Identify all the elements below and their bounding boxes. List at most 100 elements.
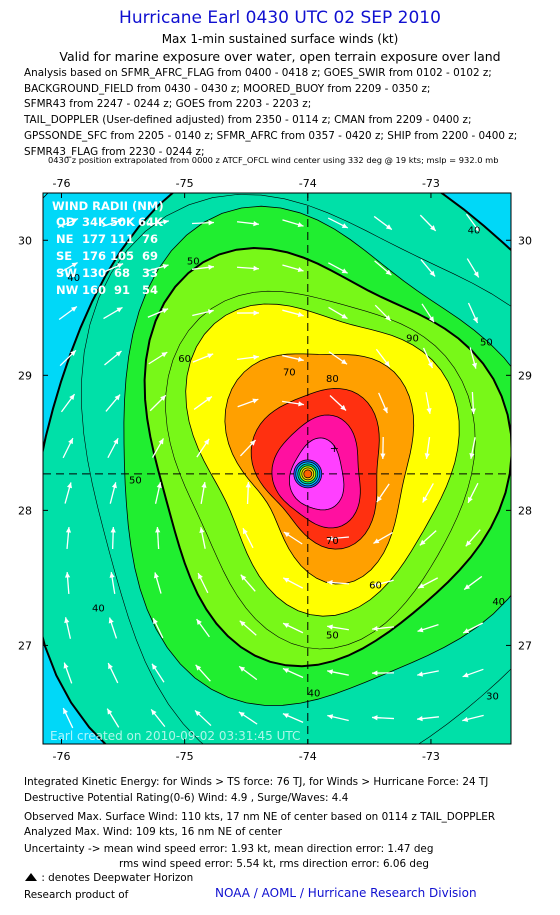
- wind-arrow: [465, 529, 481, 547]
- radii-cell: 34K: [82, 215, 108, 229]
- hrd-credit: NOAA / AOML / Hurricane Research Divisio…: [215, 886, 477, 900]
- wind-arrow: [147, 308, 169, 318]
- wind-arrow: [425, 392, 432, 414]
- contour-labels: 40 50 50 60 90 70 80 50 40 40 70 60 50 40 40 30: [67, 226, 505, 703]
- analysis-line: Analysis based on SFMR_AFRC_FLAG from 04…: [24, 67, 492, 79]
- wind-arrow: [62, 707, 74, 729]
- wind-arrow: [236, 265, 260, 271]
- contour-label: 80: [326, 374, 339, 385]
- wind-arrow: [152, 617, 164, 639]
- wind-arrow: [236, 310, 260, 316]
- wind-arrow: [110, 526, 116, 550]
- wind-arrow: [282, 309, 304, 317]
- wind-arrow: [420, 259, 436, 277]
- wind-arrow: [462, 622, 484, 634]
- y-tick-label: 28: [18, 504, 32, 517]
- legend-text: : denotes Deepwater Horizon: [41, 872, 194, 884]
- axes: -76 -76 -75 -75 -74 -74 -73 -73 27 27 28 28 29 29 30 30: [18, 177, 532, 763]
- wind-arrow: [327, 217, 349, 229]
- radii-cell: 64K: [138, 215, 164, 229]
- observed-max-line: Observed Max. Surface Wind: 110 kts, 17 …: [24, 811, 496, 823]
- x-tick-label-top: -75: [176, 177, 194, 190]
- wind-arrow: [109, 572, 116, 594]
- radii-cell: 130: [82, 266, 106, 280]
- wind-radii-row: NE 177 111 76: [56, 232, 158, 246]
- wind-arrow: [149, 394, 167, 412]
- x-tick-label: -75: [176, 750, 194, 763]
- wind-radii-row: NW 160 91 54: [56, 283, 158, 297]
- analysis-sources: Analysis based on SFMR_AFRC_FLAG from 04…: [24, 66, 554, 160]
- wind-arrow: [59, 349, 77, 367]
- wind-arrow: [424, 437, 431, 459]
- wind-arrow: [195, 664, 211, 682]
- contour-label: 40: [492, 597, 505, 608]
- wind-arrow: [64, 482, 73, 504]
- wind-arrow: [196, 438, 210, 458]
- wind-arrow: [327, 714, 349, 722]
- wind-arrow: [245, 481, 251, 505]
- wind-arrow: [467, 302, 479, 324]
- contour-label: 70: [283, 367, 296, 378]
- wind-arrow: [469, 437, 476, 459]
- wind-arrow: [150, 708, 166, 728]
- wind-arrow: [373, 532, 393, 544]
- plot-frame: [42, 192, 512, 745]
- wind-arrow: [193, 396, 213, 410]
- wind-arrow: [465, 213, 481, 233]
- wind-arrow: [62, 437, 74, 459]
- contour-line: [81, 194, 511, 744]
- wind-arrow: [65, 526, 72, 550]
- wind-radii-title: WIND RADII (NM): [52, 199, 164, 213]
- contour-label: 90: [406, 334, 419, 345]
- wind-arrow: [103, 306, 123, 320]
- x-tick-label-top: -74: [299, 177, 317, 190]
- wind-arrow: [239, 439, 257, 457]
- x-tick-label: -74: [299, 750, 317, 763]
- wind-arrow: [147, 263, 169, 272]
- radii-cell: NW: [56, 283, 79, 297]
- wind-arrow: [191, 220, 215, 226]
- wind-arrow: [371, 715, 395, 721]
- wind-arrow: [282, 264, 304, 273]
- wind-arrow: [417, 577, 439, 589]
- wind-arrow: [104, 350, 122, 366]
- wind-arrow: [422, 347, 434, 369]
- wind-arrow: [326, 579, 350, 586]
- wind-arrow: [282, 622, 304, 634]
- contour-label: 40: [308, 689, 321, 700]
- x-tick-label-top: -76: [52, 177, 70, 190]
- radii-cell: 91: [114, 283, 130, 297]
- wind-arrow: [155, 526, 161, 550]
- contour-label: 40: [67, 273, 80, 284]
- wind-arrow: [154, 482, 162, 504]
- wind-arrow: [419, 214, 437, 232]
- eye-contour: [303, 469, 313, 479]
- wind-arrow: [194, 709, 212, 727]
- wind-arrow: [380, 436, 386, 460]
- x-tick-label: -76: [52, 750, 70, 763]
- radii-cell: SW: [56, 266, 77, 280]
- wind-arrow: [283, 531, 303, 545]
- wind-arrow: [107, 437, 119, 459]
- y-tick-label: 29: [18, 369, 32, 382]
- wind-arrow: [57, 217, 79, 229]
- wind-arrow: [196, 618, 210, 638]
- wind-arrow: [417, 623, 439, 633]
- y-tick-label-right: 29: [518, 369, 532, 382]
- wind-arrow: [469, 347, 477, 369]
- wind-arrow: [371, 625, 395, 632]
- wind-arrow: [463, 575, 483, 591]
- wind-arrow: [238, 665, 258, 681]
- wind-arrow: [329, 395, 347, 411]
- wind-arrow: [419, 530, 437, 546]
- analysis-line: SFMR43 from 2247 - 0244 z; GOES from 220…: [24, 98, 312, 111]
- y-tick-label-right: 28: [518, 504, 532, 517]
- contour-label: 40: [468, 226, 481, 237]
- contour-label: 50: [480, 338, 493, 349]
- wind-arrow: [60, 393, 76, 413]
- wind-arrow: [374, 260, 392, 276]
- radii-cell: 105: [110, 249, 134, 263]
- wind-arrow: [466, 258, 480, 278]
- wind-arrow: [153, 572, 162, 594]
- wind-arrows: [57, 213, 484, 729]
